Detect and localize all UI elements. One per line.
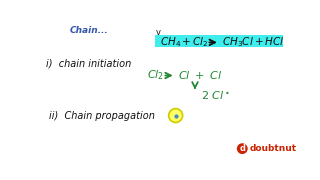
- Text: $CH_3Cl + HCl$: $CH_3Cl + HCl$: [222, 35, 285, 49]
- Text: v: v: [156, 28, 161, 37]
- FancyBboxPatch shape: [155, 35, 283, 47]
- Text: $CH_4 + Cl_2$: $CH_4 + Cl_2$: [160, 35, 209, 49]
- Text: $Cl\ +\ Cl$: $Cl\ +\ Cl$: [178, 69, 222, 82]
- Text: doubtnut: doubtnut: [249, 144, 296, 153]
- Text: ii)  Chain propagation: ii) Chain propagation: [49, 111, 155, 121]
- Text: $Cl_2$: $Cl_2$: [147, 69, 164, 82]
- Circle shape: [237, 143, 248, 154]
- Text: i)  chain initiation: i) chain initiation: [46, 59, 132, 69]
- Circle shape: [169, 109, 183, 122]
- Text: Chain...: Chain...: [69, 26, 108, 35]
- Text: d: d: [239, 144, 245, 153]
- Text: $2\ Cl^\bullet$: $2\ Cl^\bullet$: [201, 90, 230, 102]
